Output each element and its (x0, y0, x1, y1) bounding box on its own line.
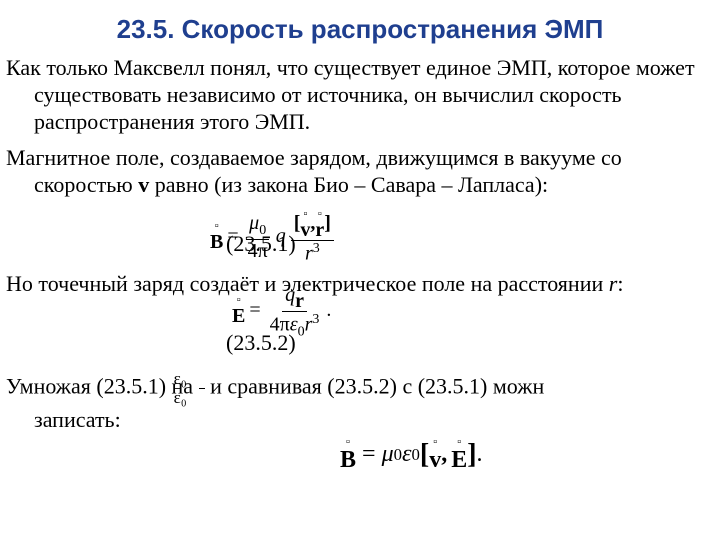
p3-part-b: : (617, 271, 623, 296)
slide: 23.5. Скорость распространения ЭМП Как т… (0, 0, 720, 540)
eq2-number: (23.5.2) (226, 330, 296, 356)
slide-title: 23.5. Скорость распространения ЭМП (20, 14, 700, 45)
eq3-br-close: ] (467, 439, 476, 471)
p4-frac: ε₀ ε₀ (199, 370, 205, 407)
paragraph-2-text: Магнитное поле, создаваемое зарядом, дви… (6, 145, 714, 199)
paragraph-2: Магнитное поле, создаваемое зарядом, дви… (6, 145, 714, 199)
p4-frac-den: ε₀ (199, 389, 205, 407)
eq3-mu-sub: 0 (394, 445, 402, 465)
eq1-v: v (300, 220, 310, 240)
eq1-r3-base: r (305, 243, 313, 265)
p2-bold-v: v (138, 172, 149, 197)
eq3-comma: , (441, 441, 447, 468)
equation-3: ▫B = μ0 ε0 [ ▫v , ▫E ] . (340, 437, 483, 472)
p4-part-a: Умножая (23.5.1) на (6, 373, 199, 398)
equation-1-wrap: ▫B = μ0 4π q [▫v,▫r] r3 (23.5.1) (0, 209, 720, 265)
eq3-eps-sub: 0 (411, 445, 419, 465)
paragraph-3-text: Но точечный заряд создаёт и электрическо… (6, 271, 714, 298)
eq3-dot: . (477, 441, 483, 468)
paragraph-4-text: Умножая (23.5.1) на ε₀ ε₀ и сравнивая (2… (6, 370, 714, 434)
paragraph-1-text: Как только Максвелл понял, что существуе… (6, 55, 714, 135)
eq3-eps: ε (402, 441, 411, 468)
eq3-B: B (340, 448, 356, 472)
eq2-eps-sub: 0 (298, 325, 305, 340)
eq1-br-close: ] (324, 212, 331, 234)
eq2-dot: . (326, 299, 331, 322)
p4-frac-num: ε₀ (199, 370, 205, 389)
eq2-r-vec: r (295, 291, 304, 311)
eq1-r: r (315, 220, 324, 240)
paragraph-1: Как только Максвелл понял, что существуе… (6, 55, 714, 135)
eq2-r3-exp: 3 (312, 312, 319, 327)
equation-3-wrap: ▫B = μ0 ε0 [ ▫v , ▫E ] . (0, 443, 720, 483)
paragraph-3: Но точечный заряд создаёт и электрическо… (6, 271, 714, 298)
eq3-E: E (451, 448, 467, 472)
eq2-E: E (232, 306, 245, 326)
eq1-number: (23.5.1) (226, 231, 296, 257)
eq1-B: B (210, 232, 223, 252)
paragraph-4: Умножая (23.5.1) на ε₀ ε₀ и сравнивая (2… (6, 370, 714, 434)
p2-part-b: равно (из закона Био – Савара – Лапласа)… (149, 172, 548, 197)
eq3-v: v (429, 448, 441, 472)
p4-part-b: и сравнивая (23.5.2) с (23.5.1) можн (210, 373, 544, 398)
p4-part-c: записать: (34, 407, 121, 432)
eq3-br-open: [ (420, 439, 429, 471)
equation-2-wrap: ▫E = q▫r 4πε0r3 . (23.5.2) (0, 308, 720, 364)
eq2-q: q (285, 284, 295, 306)
eq3-mu: μ (382, 441, 394, 468)
eq1-r3-exp: 3 (313, 241, 320, 256)
